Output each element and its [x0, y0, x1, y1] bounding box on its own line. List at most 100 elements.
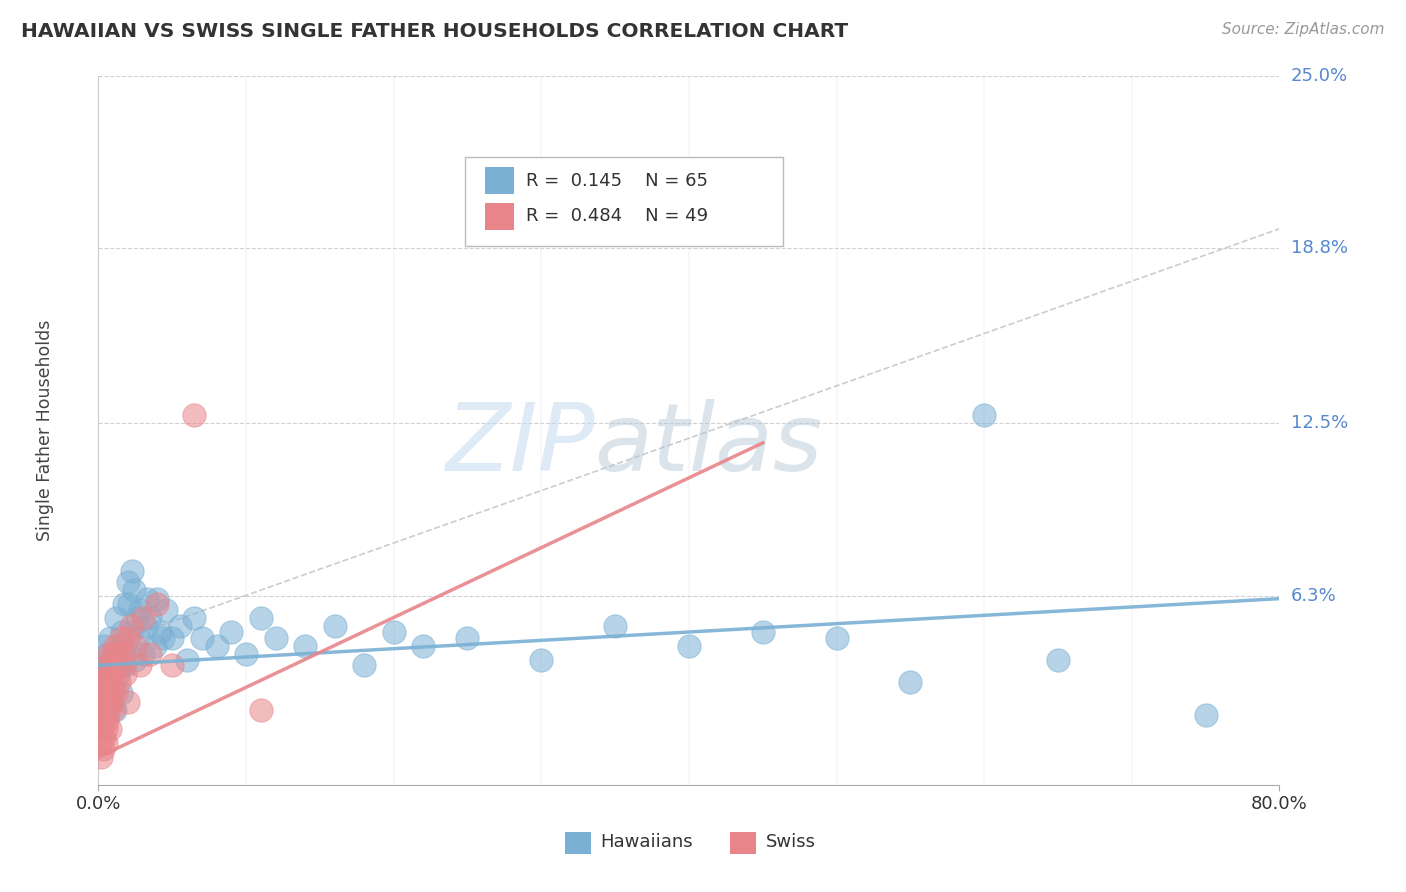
Point: [121, 564, 143, 578]
Point: [146, 597, 169, 611]
Point: [250, 703, 273, 717]
Point: [191, 631, 214, 645]
Point: [104, 703, 127, 717]
Point: [96, 658, 118, 673]
Point: [91, 714, 114, 728]
Point: [128, 603, 150, 617]
Point: [127, 631, 149, 645]
Point: [221, 625, 243, 640]
Point: [94, 694, 117, 708]
Point: [90, 694, 112, 708]
Point: [162, 631, 183, 645]
Point: [93, 675, 115, 690]
Point: [114, 658, 136, 673]
Point: [94, 666, 117, 681]
Point: [136, 591, 159, 606]
Point: [117, 631, 139, 645]
Point: [149, 625, 172, 640]
Point: [825, 631, 848, 645]
Point: [91, 741, 114, 756]
Point: [91, 686, 114, 700]
FancyBboxPatch shape: [485, 168, 515, 194]
Point: [146, 591, 169, 606]
Point: [132, 647, 155, 661]
Point: [605, 619, 627, 633]
Text: R =  0.145    N = 65: R = 0.145 N = 65: [526, 172, 709, 190]
Point: [112, 647, 135, 661]
Text: Source: ZipAtlas.com: Source: ZipAtlas.com: [1222, 22, 1385, 37]
Point: [108, 658, 131, 673]
Point: [98, 666, 121, 681]
Point: [96, 686, 118, 700]
Point: [91, 686, 114, 700]
Point: [120, 625, 142, 640]
FancyBboxPatch shape: [464, 157, 783, 246]
Point: [125, 611, 148, 625]
Point: [132, 611, 155, 625]
Point: [205, 639, 228, 653]
Text: atlas: atlas: [595, 399, 823, 490]
Point: [118, 597, 141, 611]
Point: [382, 625, 405, 640]
Point: [111, 625, 134, 640]
Point: [900, 675, 922, 690]
Point: [110, 686, 132, 700]
Point: [93, 703, 115, 717]
Point: [235, 647, 257, 661]
Point: [90, 723, 112, 737]
Point: [530, 653, 553, 667]
Point: [155, 603, 177, 617]
Point: [183, 408, 205, 422]
Point: [752, 625, 775, 640]
Point: [98, 694, 121, 708]
Point: [96, 647, 118, 661]
Point: [89, 736, 111, 750]
Point: [117, 694, 139, 708]
Text: 12.5%: 12.5%: [1291, 415, 1348, 433]
Point: [678, 639, 700, 653]
Point: [98, 631, 121, 645]
Text: Hawaiians: Hawaiians: [600, 833, 693, 851]
Point: [162, 658, 183, 673]
Point: [104, 639, 127, 653]
Point: [93, 639, 115, 653]
Point: [105, 647, 128, 661]
Point: [98, 723, 121, 737]
Point: [353, 658, 375, 673]
Point: [110, 631, 132, 645]
Point: [973, 408, 995, 422]
Point: [108, 675, 131, 690]
Point: [100, 686, 122, 700]
Point: [105, 611, 128, 625]
Point: [1046, 653, 1070, 667]
Point: [107, 666, 129, 681]
Point: [124, 653, 146, 667]
Point: [122, 583, 145, 598]
Point: [323, 619, 346, 633]
Text: Swiss: Swiss: [766, 833, 815, 851]
Point: [90, 750, 112, 764]
Point: [103, 653, 125, 667]
Point: [1195, 708, 1218, 723]
Point: [183, 611, 205, 625]
Point: [100, 694, 122, 708]
Point: [105, 686, 128, 700]
Point: [264, 631, 287, 645]
Point: [412, 639, 434, 653]
Point: [107, 647, 129, 661]
Point: [89, 708, 111, 723]
Point: [90, 658, 112, 673]
Point: [169, 619, 191, 633]
Point: [94, 736, 117, 750]
Point: [96, 708, 118, 723]
FancyBboxPatch shape: [485, 202, 515, 230]
Point: [97, 647, 120, 661]
Point: [110, 639, 132, 653]
Point: [100, 658, 122, 673]
Point: [103, 647, 125, 661]
Point: [111, 658, 134, 673]
Text: ZIP: ZIP: [444, 399, 595, 490]
Point: [294, 639, 316, 653]
Text: R =  0.484    N = 49: R = 0.484 N = 49: [526, 207, 709, 225]
FancyBboxPatch shape: [565, 831, 591, 855]
